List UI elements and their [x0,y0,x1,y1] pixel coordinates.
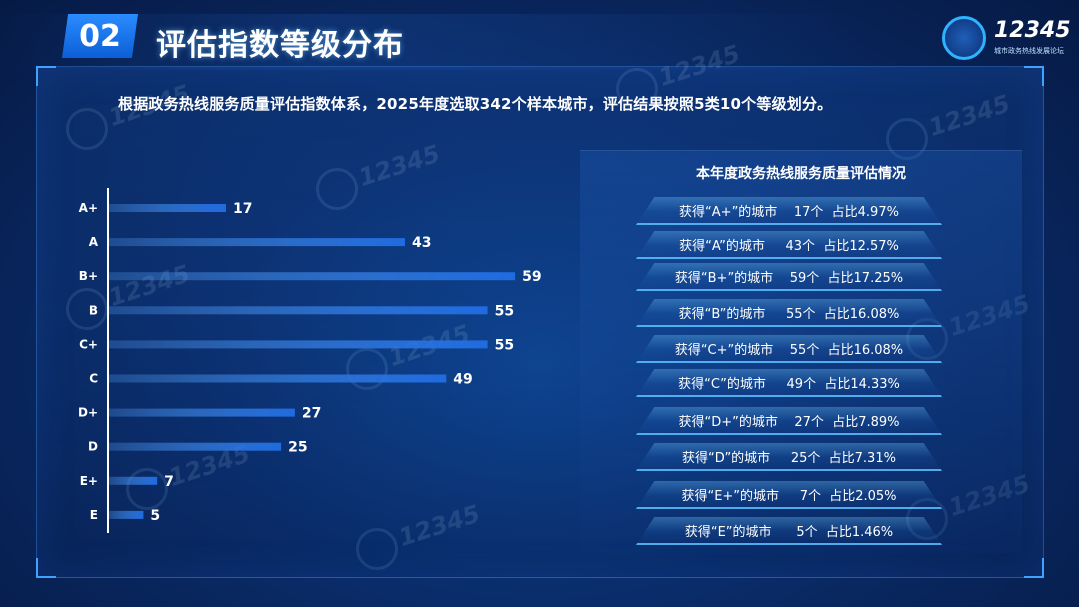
panel-row: 获得“D”的城市 25个 占比7.31% [636,443,942,471]
bar-C+ [109,340,488,349]
header-bar [0,14,1079,70]
assessment-panel: 本年度政务热线服务质量评估情况 获得“A+”的城市 17个 占比4.97% 获得“… [580,150,1022,553]
value-label: 17 [233,201,252,217]
category-label: D [88,440,98,454]
panel-row: 获得“C”的城市 49个 占比14.33% [636,369,942,397]
bar-D [109,442,282,451]
category-label: E+ [80,474,98,488]
bar-E [109,510,144,519]
category-label: B+ [79,269,98,283]
bar-chart: A+ 17 A 43 B+ 59 B 55 C+ 55 C 49 D+ 27 D 25 E+ 7 E 5 [60,188,580,533]
value-label: 59 [522,269,541,285]
value-label: 49 [453,372,472,388]
category-label: C+ [79,337,98,351]
bar-chart-svg: A+ 17 A 43 B+ 59 B 55 C+ 55 C 49 D+ 27 D 25 E+ 7 E 5 [78,188,542,533]
frame-corner [36,558,56,578]
intro-text: 根据政务热线服务质量评估指数体系，2025年度选取342个样本城市，评估结果按照… [118,95,833,113]
panel-row: 获得“A+”的城市 17个 占比4.97% [636,197,942,225]
panel-row: 获得“E”的城市 5个 占比1.46% [636,517,942,545]
panel-row: 获得“B”的城市 55个 占比16.08% [636,299,942,327]
bar-D+ [109,408,295,417]
bar-B+ [109,272,516,281]
panel-row: 获得“E+”的城市 7个 占比2.05% [636,481,942,509]
category-label: C [89,372,98,386]
value-label: 55 [495,337,514,353]
content-frame [36,66,1044,578]
frame-corner [1024,558,1044,578]
bar-A+ [109,204,227,212]
logo-subtitle: 城市政务热线发展论坛 [994,47,1064,55]
value-label: 7 [164,474,174,490]
value-label: 5 [150,508,160,524]
category-label: A [89,235,99,249]
category-label: D+ [78,406,98,420]
page-title: 评估指数等级分布 [156,28,404,63]
panel-row: 获得“B+”的城市 59个 占比17.25% [636,263,942,291]
value-label: 27 [302,406,321,422]
category-label: A+ [79,201,98,215]
logo-emblem-icon [942,16,986,60]
panel-row: 获得“A”的城市 43个 占比12.57% [636,231,942,259]
panel-row: 获得“C+”的城市 55个 占比16.08% [636,335,942,363]
panel-title: 本年度政务热线服务质量评估情况 [696,166,906,182]
value-label: 25 [288,440,307,456]
logo-number: 12345 [994,18,1071,43]
frame-corner [1024,66,1044,86]
section-number-badge: 02 [62,14,138,58]
bar-A [109,238,405,247]
bar-E+ [109,476,158,485]
value-label: 43 [412,235,431,251]
panel-row: 获得“D+”的城市 27个 占比7.89% [636,407,942,435]
category-label: B [89,303,98,317]
value-label: 55 [495,303,514,319]
bar-B [109,306,488,315]
frame-corner [36,66,56,86]
logo: 12345 城市政务热线发展论坛 [942,14,1071,64]
bar-C [109,374,447,383]
category-label: E [90,508,98,522]
